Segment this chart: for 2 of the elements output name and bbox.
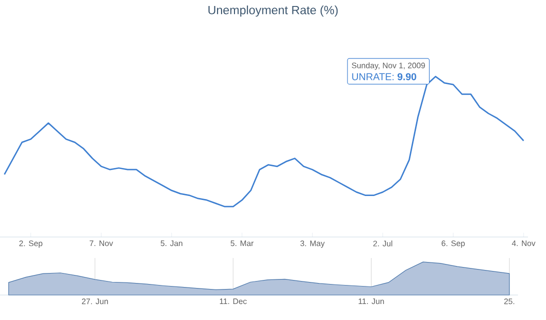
chart-title: Unemployment Rate (%) (208, 6, 338, 17)
annotation: UNRATE: 9.90 (352, 73, 416, 80)
